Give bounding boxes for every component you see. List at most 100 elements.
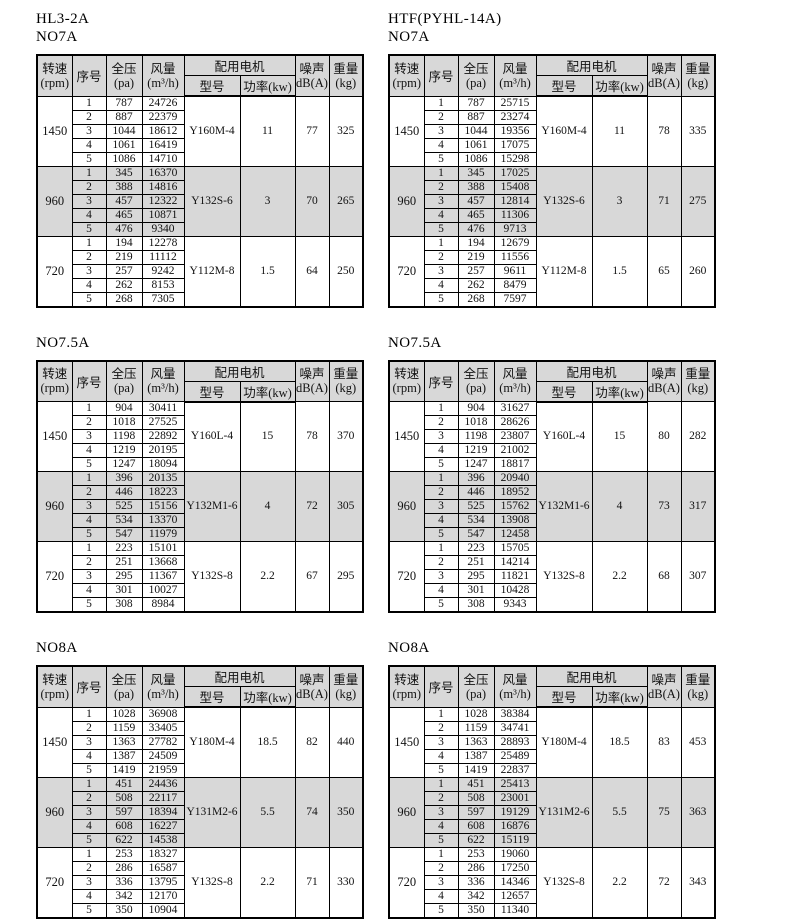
pressure-cell: 308 (457, 597, 495, 613)
seq-cell: 1 (71, 165, 107, 181)
col-header-noise: 噪声 dB(A) (294, 665, 330, 708)
seq-cell: 1 (423, 706, 459, 722)
speed-group-1450: 1450 1 787 24726 Y160M-4 11 77 325 2 887 22379 3 104… (36, 95, 364, 167)
table-row: 1450 1 1028 38384 Y180M-4 18.5 83 453 (388, 706, 716, 778)
pressure-cell: 336 (105, 874, 143, 890)
rpm-cell: 720 (388, 541, 425, 613)
speed-group-960: 960 1 451 24436 Y131M2-6 5.5 74 350 2 508 22117 3 59… (36, 776, 364, 848)
motor-power-cell: 15 (591, 401, 648, 472)
header-line-1: 全压 (463, 367, 489, 382)
airflow-cell: 7305 (141, 291, 185, 307)
airflow-cell: 15408 (493, 179, 537, 195)
speed-group-960: 960 1 345 16370 Y132S-6 3 70 265 2 388 14816 3 457 12… (36, 165, 364, 237)
rpm-cell: 960 (388, 776, 425, 848)
header-line-1: 风量 (502, 61, 528, 76)
motor-power-cell: 11 (239, 95, 296, 167)
pressure-cell: 253 (457, 846, 495, 862)
table-row: 4 262 8479 (389, 277, 715, 293)
col-header-airflow: 风量 (m³/h) (141, 360, 185, 402)
pressure-cell: 446 (105, 485, 143, 500)
airflow-cell: 11979 (141, 527, 185, 542)
header-line-1: 风量 (502, 672, 528, 687)
seq-cell: 2 (423, 790, 459, 806)
header-line-1: 全压 (463, 672, 489, 687)
table-row: 960 1 345 17025 Y132S-6 3 71 275 (388, 165, 716, 237)
table-row: 3 295 11821 (389, 569, 715, 584)
pressure-cell: 396 (105, 471, 143, 486)
header-row-1: 转速 (rpm) 序号 全压 (pa) 风量 (m³/h) 配用电机 噪声 dB(A) 重量 (kg) (36, 54, 364, 97)
weight-cell: 305 (328, 471, 364, 542)
pressure-cell: 508 (457, 790, 495, 806)
seq-cell: 2 (423, 415, 459, 430)
header-line-1: 重量 (333, 367, 359, 382)
noise-cell: 75 (646, 776, 682, 848)
seq-cell: 2 (71, 720, 107, 736)
table-row: 5 308 8984 (37, 597, 363, 613)
airflow-cell: 21002 (493, 443, 537, 458)
seq-cell: 4 (423, 888, 459, 904)
airflow-cell: 27782 (141, 734, 185, 750)
pressure-cell: 268 (457, 291, 495, 307)
col-header-pressure: 全压 (pa) (457, 360, 495, 402)
header-line-2: (kg) (335, 381, 357, 396)
header-line-2: (kg) (335, 75, 357, 90)
motor-model-cell: Y160L-4 (535, 401, 593, 472)
airflow-cell: 23274 (493, 109, 537, 125)
seq-cell: 2 (71, 860, 107, 876)
airflow-cell: 34741 (493, 720, 537, 736)
seq-cell: 1 (71, 95, 107, 111)
airflow-cell: 12657 (493, 888, 537, 904)
seq-cell: 4 (71, 818, 107, 834)
col-header-weight: 重量 (kg) (680, 54, 716, 97)
header-line-1: 重量 (333, 672, 359, 687)
table-row: 960 1 396 20135 Y132M1-6 4 72 305 (36, 471, 364, 542)
table-title: NO7A (388, 29, 430, 45)
table-row: 5 268 7597 (389, 291, 715, 307)
header-line-2: dB(A) (648, 686, 680, 701)
weight-cell: 370 (328, 401, 364, 472)
pressure-cell: 257 (457, 263, 495, 279)
seq-cell: 1 (71, 541, 107, 556)
pressure-cell: 787 (105, 95, 143, 111)
seq-cell: 1 (423, 401, 459, 416)
header-row-1: 转速 (rpm) 序号 全压 (pa) 风量 (m³/h) 配用电机 噪声 dB(A) 重量 (kg) (388, 54, 716, 97)
col-header-motor-group: 配用电机 (535, 360, 648, 382)
col-header-airflow: 风量 (m³/h) (493, 360, 537, 402)
table-row: 3 525 15156 (37, 499, 363, 514)
table-row: 5 476 9713 (389, 221, 715, 237)
airflow-cell: 9343 (493, 597, 537, 613)
col-header-motor-power: 功率(kw) (239, 686, 296, 708)
col-header-motor-power: 功率(kw) (239, 380, 296, 403)
seq-cell: 2 (71, 179, 107, 195)
airflow-cell: 10871 (141, 207, 185, 223)
col-header-motor-group: 配用电机 (183, 54, 296, 76)
rpm-cell: 960 (388, 471, 425, 542)
airflow-cell: 38384 (493, 706, 537, 722)
pressure-cell: 1018 (105, 415, 143, 430)
seq-cell: 5 (423, 151, 459, 167)
header-row-2: 型号 功率(kw) (389, 686, 715, 708)
table-title: NO7A (36, 29, 78, 45)
motor-model-cell: Y160L-4 (183, 401, 241, 472)
motor-power-cell: 11 (591, 95, 648, 167)
seq-cell: 1 (71, 235, 107, 251)
pressure-cell: 1198 (105, 429, 143, 444)
pressure-cell: 295 (105, 569, 143, 584)
table-row: 5 268 7305 (37, 291, 363, 307)
table-row: 3 257 9611 (389, 263, 715, 279)
airflow-cell: 7597 (493, 291, 537, 307)
table-row: 960 1 345 16370 Y132S-6 3 70 265 (36, 165, 364, 237)
airflow-cell: 33405 (141, 720, 185, 736)
airflow-cell: 20135 (141, 471, 185, 486)
motor-power-cell: 3 (591, 165, 648, 237)
seq-cell: 1 (71, 471, 107, 486)
pressure-cell: 253 (105, 846, 143, 862)
pressure-cell: 308 (105, 597, 143, 613)
col-header-motor-model: 型号 (183, 686, 241, 708)
motor-model-cell: Y132S-8 (535, 846, 593, 918)
seq-cell: 1 (423, 165, 459, 181)
motor-power-cell: 1.5 (591, 235, 648, 307)
seq-cell: 3 (423, 263, 459, 279)
seq-cell: 4 (71, 137, 107, 153)
fan-spec-table: 转速 (rpm) 序号 全压 (pa) 风量 (m³/h) 配用电机 噪声 dB(A) 重量 (kg)… (36, 359, 365, 613)
